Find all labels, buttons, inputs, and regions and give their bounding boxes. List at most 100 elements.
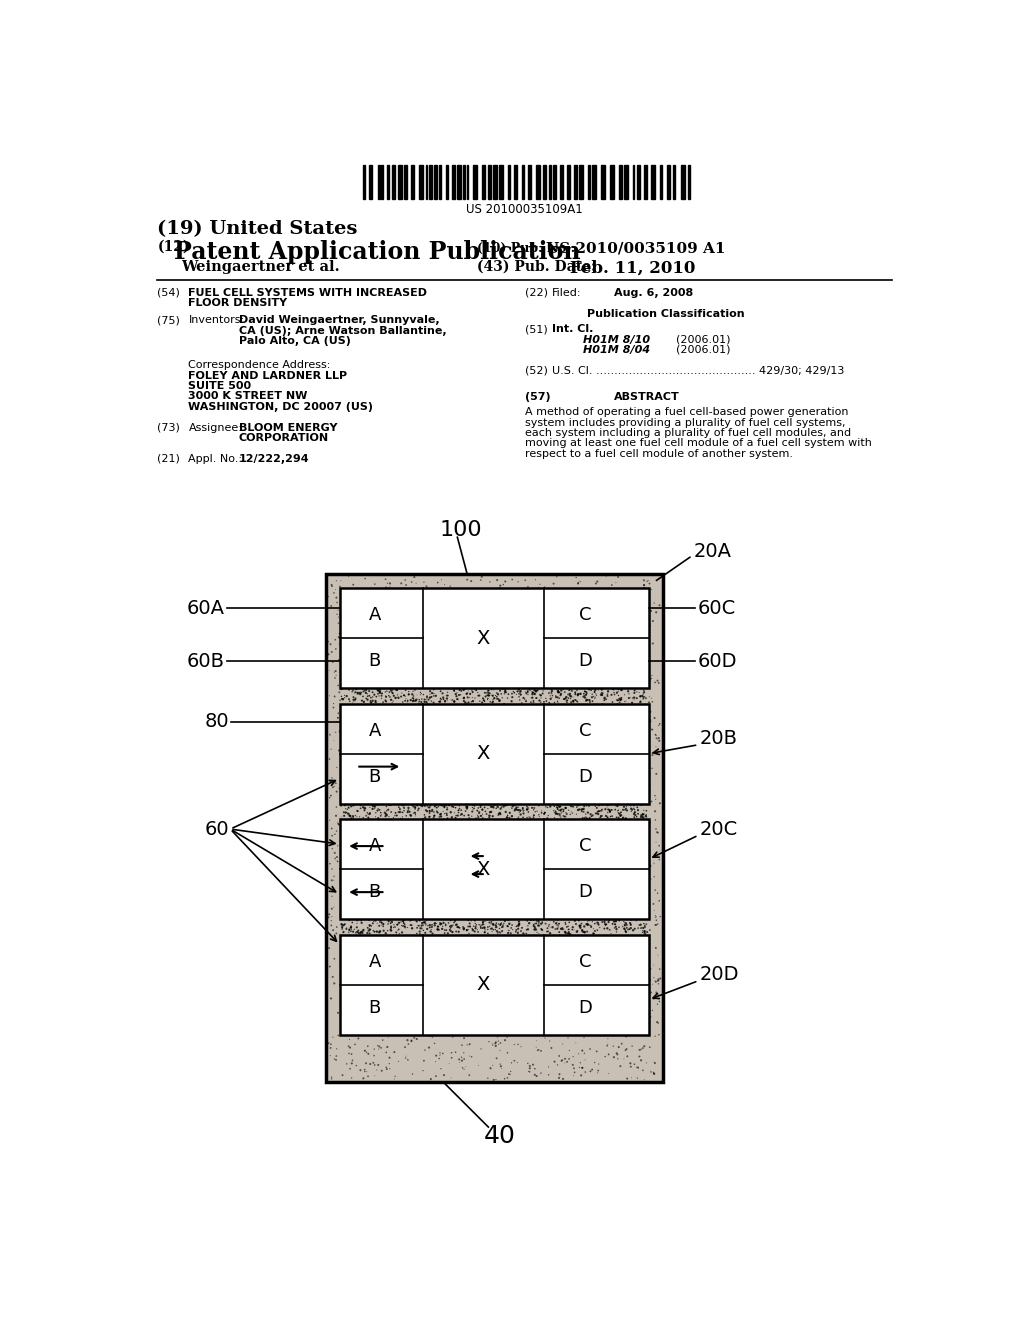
Point bbox=[383, 916, 399, 937]
Point bbox=[378, 796, 394, 817]
Point bbox=[642, 669, 658, 690]
Point bbox=[472, 916, 488, 937]
Point bbox=[582, 678, 598, 700]
Point bbox=[459, 796, 475, 817]
Point bbox=[593, 907, 609, 928]
Point bbox=[361, 789, 378, 810]
Point bbox=[584, 620, 600, 642]
Point bbox=[649, 821, 666, 842]
Point bbox=[414, 689, 430, 710]
Point bbox=[427, 939, 443, 960]
Point bbox=[452, 758, 468, 779]
Point bbox=[617, 986, 634, 1007]
Point bbox=[552, 710, 568, 731]
Point bbox=[400, 599, 417, 620]
Point bbox=[509, 763, 525, 784]
Point bbox=[604, 809, 621, 830]
Point bbox=[461, 909, 477, 931]
Point bbox=[580, 911, 596, 932]
Point bbox=[584, 911, 600, 932]
Point bbox=[493, 589, 509, 610]
Point bbox=[563, 622, 580, 643]
Point bbox=[511, 800, 527, 821]
Point bbox=[490, 1026, 507, 1047]
Point bbox=[527, 569, 544, 590]
Point bbox=[511, 754, 527, 775]
Point bbox=[626, 882, 642, 903]
Point bbox=[541, 705, 557, 726]
Point bbox=[565, 594, 582, 615]
Point bbox=[432, 690, 449, 711]
Point bbox=[426, 774, 442, 795]
Point bbox=[371, 921, 387, 942]
Point bbox=[560, 870, 577, 891]
Point bbox=[564, 803, 581, 824]
Point bbox=[524, 797, 541, 818]
Point bbox=[333, 795, 349, 816]
Point bbox=[396, 685, 413, 706]
Point bbox=[531, 1007, 548, 1028]
Point bbox=[553, 919, 569, 940]
Point bbox=[407, 799, 423, 820]
Point bbox=[362, 915, 379, 936]
Point bbox=[580, 966, 596, 987]
Point bbox=[607, 777, 624, 799]
Point bbox=[382, 909, 398, 931]
Point bbox=[636, 1069, 652, 1090]
Point bbox=[479, 916, 496, 937]
Point bbox=[332, 1007, 348, 1028]
Point bbox=[554, 717, 570, 738]
Point bbox=[369, 793, 385, 814]
Point bbox=[398, 659, 415, 680]
Point bbox=[516, 689, 532, 710]
Point bbox=[506, 785, 522, 807]
Point bbox=[393, 639, 410, 660]
Point bbox=[350, 721, 367, 742]
Point bbox=[372, 911, 388, 932]
Point bbox=[504, 836, 520, 857]
Point bbox=[357, 1012, 374, 1034]
Point bbox=[616, 800, 633, 821]
Point bbox=[456, 680, 472, 701]
Point bbox=[461, 1018, 477, 1039]
Bar bbox=[554, 165, 556, 199]
Point bbox=[426, 913, 442, 935]
Point bbox=[553, 684, 569, 705]
Point bbox=[474, 804, 490, 825]
Point bbox=[435, 912, 452, 933]
Point bbox=[507, 989, 523, 1010]
Point bbox=[608, 795, 625, 816]
Point bbox=[591, 653, 607, 675]
Text: B: B bbox=[369, 768, 381, 785]
Point bbox=[452, 750, 468, 771]
Point bbox=[443, 796, 460, 817]
Point bbox=[407, 620, 423, 642]
Point bbox=[439, 639, 456, 660]
Point bbox=[493, 913, 509, 935]
Point bbox=[639, 921, 655, 942]
Point bbox=[322, 904, 338, 925]
Point bbox=[567, 758, 584, 779]
Point bbox=[493, 718, 509, 739]
Point bbox=[650, 822, 667, 843]
Point bbox=[515, 923, 531, 944]
Point bbox=[563, 680, 580, 701]
Point bbox=[452, 680, 468, 701]
Point bbox=[637, 960, 653, 981]
Point bbox=[471, 801, 487, 822]
Text: 60: 60 bbox=[204, 820, 228, 838]
Point bbox=[438, 688, 455, 709]
Point bbox=[572, 572, 589, 593]
Point bbox=[470, 685, 486, 706]
Text: 60C: 60C bbox=[697, 598, 736, 618]
Point bbox=[583, 711, 599, 733]
Point bbox=[452, 586, 468, 607]
Point bbox=[565, 686, 582, 708]
Point bbox=[584, 719, 600, 741]
Point bbox=[530, 672, 547, 693]
Point bbox=[385, 985, 401, 1006]
Point bbox=[460, 890, 476, 911]
Point bbox=[372, 985, 388, 1006]
Point bbox=[500, 805, 516, 826]
Point bbox=[527, 635, 544, 656]
